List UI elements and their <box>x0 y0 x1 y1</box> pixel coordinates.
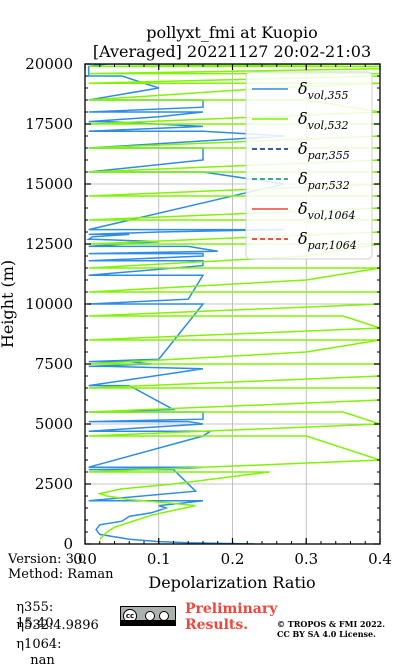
x-tick-label: 0.0 <box>73 550 97 568</box>
preliminary-results: Preliminary Results. <box>185 601 277 633</box>
preliminary-text: Preliminary <box>185 601 278 617</box>
copyright-line-1: © TROPOS & FMI 2022. <box>277 619 386 629</box>
copyright-line-2: CC BY SA 4.0 License. <box>277 629 376 639</box>
chart-title: pollyxt_fmi at Kuopio <box>146 23 317 42</box>
y-tick-label: 10000 <box>25 295 73 313</box>
legend-label: δvol,532 <box>298 109 349 132</box>
y-tick-label: 7500 <box>35 355 73 373</box>
legend-label: δpar,532 <box>298 169 350 192</box>
method-text: Method: Raman <box>8 567 114 582</box>
legend-label: δvol,355 <box>298 79 349 102</box>
results-text: Results. <box>185 617 249 633</box>
x-tick-label: 0.1 <box>147 550 171 568</box>
eta532-label: η532: <box>16 618 54 633</box>
eta355-value: 15.40 <box>16 616 54 631</box>
eta1064-row: η1064: nan <box>8 621 62 669</box>
legend-label: δvol,1064 <box>298 199 356 222</box>
y-tick-label: 5000 <box>35 415 73 433</box>
legend-label: δpar,1064 <box>298 229 357 252</box>
series-line-vol,355 <box>86 64 285 544</box>
y-tick-label: 2500 <box>35 475 73 493</box>
y-axis-label: Height (m) <box>0 260 17 348</box>
eta355-label: η355: <box>16 600 54 615</box>
x-axis-label: Depolarization Ratio <box>148 573 315 592</box>
x-tick-label: 0.4 <box>368 550 392 568</box>
y-tick-label: 20000 <box>25 55 73 73</box>
cc-strip <box>121 620 175 625</box>
legend: δvol,355 δvol,532 δpar,355 δpar,532 δvol,106… <box>245 71 373 260</box>
eta532-value: 4.9896 <box>53 618 99 633</box>
x-tick-label: 0.3 <box>294 550 318 568</box>
axis-ticks: 0.0 0.1 0.2 0.3 0.4 0 2500 5000 7500 10000 12500 15… <box>25 55 392 568</box>
eta532-row: η532:4.9896 <box>8 602 99 634</box>
eta1064-label: η1064: <box>16 637 62 652</box>
depolarization-chart: pollyxt_fmi at Kuopio [Averaged] 2022112… <box>0 23 392 592</box>
y-tick-label: 0 <box>63 535 73 553</box>
y-tick-label: 17500 <box>25 115 73 133</box>
copyright: © TROPOS & FMI 2022. CC BY SA 4.0 Licens… <box>277 619 385 639</box>
x-tick-label: 0.2 <box>221 550 245 568</box>
legend-label: δpar,355 <box>298 139 350 162</box>
y-tick-label: 15000 <box>25 175 73 193</box>
cc-license-badge: cc <box>120 606 176 626</box>
eta355-row: η355: 15.40 <box>8 584 53 632</box>
chart-subtitle: [Averaged] 20221127 20:02-21:03 <box>93 42 371 61</box>
y-tick-label: 12500 <box>25 235 73 253</box>
eta1064-value: nan <box>30 653 55 668</box>
version-text: Version: 3.0 <box>8 552 87 567</box>
